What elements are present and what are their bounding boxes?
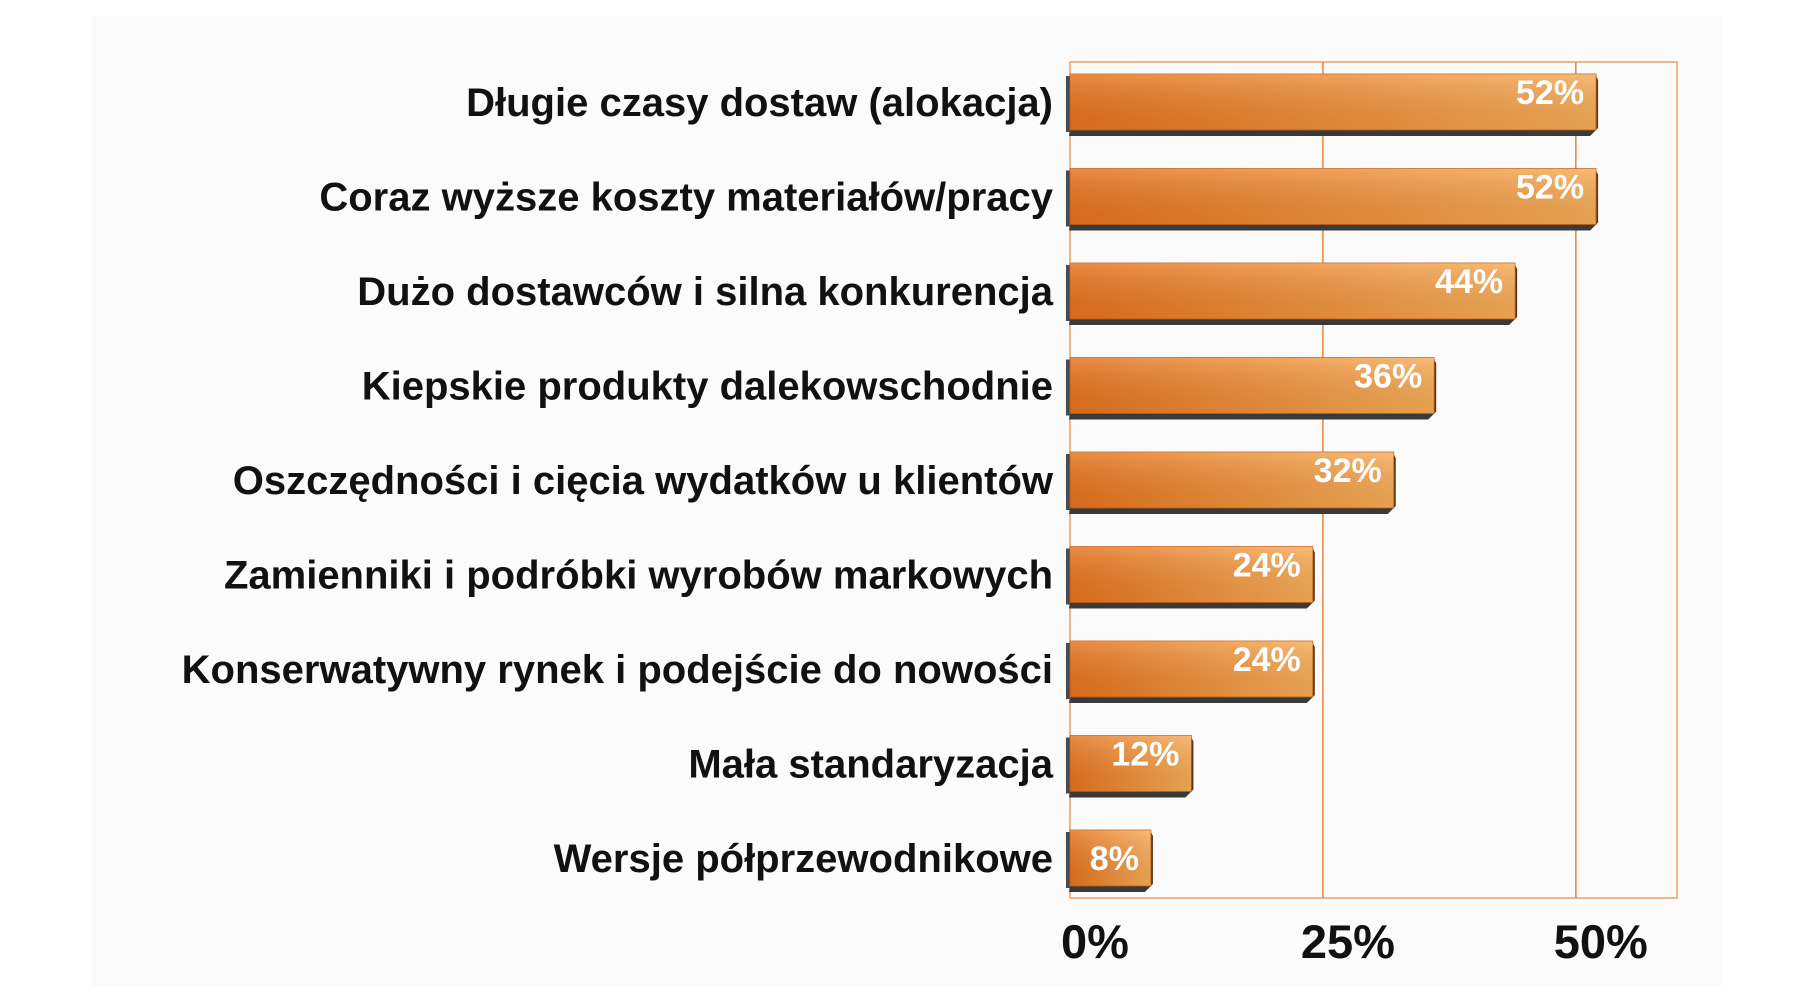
bar-left-edge: [1066, 170, 1070, 227]
value-label: 36%: [1354, 358, 1422, 396]
bar-group-5: [1066, 546, 1315, 609]
bar-left-edge: [1066, 643, 1070, 699]
bar-group-1: [1066, 168, 1599, 231]
bar-sheen: [1070, 357, 1435, 414]
bar-sheen: [1070, 168, 1597, 225]
category-label: Zamienniki i podróbki wyrobów markowych: [224, 554, 1053, 598]
bars: [1066, 73, 1599, 892]
value-label: 12%: [1111, 736, 1179, 774]
category-label: Oszczędności i cięcia wydatków u klientó…: [233, 459, 1054, 503]
value-label: 8%: [1090, 840, 1139, 878]
bar-shadow-bottom: [1069, 602, 1313, 609]
category-label: Dużo dostawców i silna konkurencja: [357, 270, 1053, 314]
bar-group-7: [1066, 735, 1194, 798]
bar-left-edge: [1066, 359, 1070, 416]
bar-group-0: [1066, 73, 1599, 136]
category-label: Wersje półprzewodnikowe: [554, 837, 1053, 881]
bar-shadow-bottom: [1069, 130, 1597, 136]
value-label: 44%: [1435, 263, 1503, 301]
bar-sheen: [1070, 546, 1313, 603]
bar-group-3: [1066, 357, 1437, 420]
bar-shadow-bottom: [1069, 508, 1394, 514]
bar-group-8: [1066, 829, 1153, 892]
bar-sheen: [1070, 641, 1313, 697]
bar-shadow-bottom: [1069, 697, 1313, 703]
bar-left-edge: [1066, 548, 1070, 605]
bar-sheen: [1070, 263, 1516, 319]
x-tick-label: 0%: [1061, 915, 1129, 968]
bar-group-4: [1066, 451, 1396, 514]
x-axis-ticks: 0% 25% 50%: [1061, 915, 1648, 968]
value-label: 52%: [1516, 74, 1584, 112]
x-tick-label: 50%: [1554, 915, 1648, 968]
bar-left-edge: [1066, 265, 1070, 321]
category-label: Mała standaryzacja: [688, 743, 1053, 787]
category-label: Konserwatywny rynek i podejście do nowoś…: [182, 648, 1053, 692]
category-labels: Długie czasy dostaw (alokacja) Coraz wyżs…: [182, 81, 1054, 881]
category-label: Długie czasy dostaw (alokacja): [466, 81, 1053, 125]
bar-sheen: [1070, 452, 1394, 508]
bar-sheen: [1070, 74, 1597, 130]
bar-shadow-bottom: [1069, 224, 1597, 231]
bar-left-edge: [1066, 832, 1070, 888]
value-label: 52%: [1516, 169, 1584, 207]
value-labels: 52% 52% 44% 36% 32% 24% 24% 12% 8%: [1090, 74, 1584, 878]
category-label: Coraz wyższe koszty materiałów/pracy: [319, 176, 1053, 220]
bar-left-edge: [1066, 737, 1070, 794]
x-tick-label: 25%: [1301, 915, 1395, 968]
value-label: 24%: [1233, 641, 1301, 679]
bar-shadow-bottom: [1069, 413, 1435, 420]
bar-group-2: [1066, 262, 1518, 325]
bar-shadow-bottom: [1069, 319, 1516, 325]
bar-sheen: [1070, 830, 1151, 886]
value-label: 24%: [1233, 547, 1301, 585]
bar-shadow-bottom: [1069, 791, 1192, 798]
bar-shadow-bottom: [1069, 886, 1151, 892]
category-label: Kiepskie produkty dalekowschodnie: [362, 365, 1053, 409]
bar-left-edge: [1066, 454, 1070, 510]
bar-left-edge: [1066, 76, 1070, 132]
bar-group-6: [1066, 640, 1315, 703]
value-label: 32%: [1314, 452, 1382, 490]
bar-sheen: [1070, 735, 1192, 792]
